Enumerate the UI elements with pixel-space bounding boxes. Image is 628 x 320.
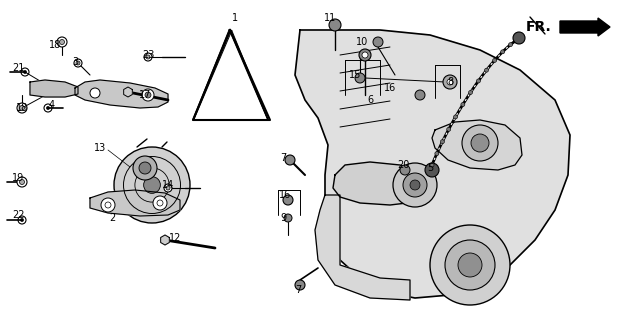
Circle shape: [425, 163, 439, 177]
Circle shape: [57, 37, 67, 47]
Polygon shape: [75, 80, 168, 108]
Circle shape: [471, 134, 489, 152]
Text: 5: 5: [427, 163, 433, 173]
Circle shape: [146, 55, 150, 59]
Circle shape: [166, 186, 170, 190]
Polygon shape: [295, 30, 570, 298]
Circle shape: [447, 127, 451, 131]
Text: FR.: FR.: [526, 20, 552, 34]
Polygon shape: [432, 120, 522, 170]
Circle shape: [492, 58, 497, 62]
Circle shape: [443, 75, 457, 89]
Text: 16: 16: [279, 190, 291, 200]
Circle shape: [23, 70, 26, 74]
Circle shape: [90, 88, 100, 98]
Circle shape: [403, 173, 427, 197]
Text: 4: 4: [49, 100, 55, 110]
Circle shape: [430, 225, 510, 305]
Polygon shape: [333, 162, 428, 205]
Text: 17: 17: [139, 90, 151, 100]
Text: 19: 19: [12, 173, 24, 183]
Circle shape: [477, 79, 480, 83]
Text: 7: 7: [280, 153, 286, 163]
Text: 6: 6: [367, 95, 373, 105]
Circle shape: [410, 180, 420, 190]
FancyArrow shape: [560, 18, 610, 36]
Circle shape: [447, 79, 453, 85]
Circle shape: [284, 214, 292, 222]
Polygon shape: [315, 195, 410, 300]
Circle shape: [133, 156, 157, 180]
Circle shape: [74, 59, 82, 67]
Text: 3: 3: [72, 57, 78, 67]
Circle shape: [164, 184, 172, 192]
Text: 18: 18: [16, 103, 28, 113]
Polygon shape: [124, 87, 133, 97]
Text: 13: 13: [94, 143, 106, 153]
Circle shape: [440, 140, 445, 144]
Text: 15: 15: [349, 70, 361, 80]
Circle shape: [435, 152, 439, 156]
Circle shape: [142, 89, 154, 101]
Circle shape: [139, 162, 151, 174]
Circle shape: [20, 180, 24, 184]
Circle shape: [468, 91, 472, 94]
Circle shape: [513, 32, 525, 44]
Circle shape: [19, 106, 24, 110]
Circle shape: [462, 125, 498, 161]
Text: 10: 10: [356, 37, 368, 47]
Text: 8: 8: [447, 77, 453, 87]
Text: 20: 20: [397, 160, 409, 170]
Polygon shape: [30, 80, 78, 97]
Circle shape: [461, 102, 465, 107]
Text: 23: 23: [142, 50, 154, 60]
Circle shape: [285, 155, 295, 165]
Circle shape: [509, 43, 512, 47]
Circle shape: [362, 52, 368, 58]
Polygon shape: [161, 235, 170, 245]
Circle shape: [101, 198, 115, 212]
Text: 9: 9: [280, 213, 286, 223]
Text: 22: 22: [12, 210, 24, 220]
Circle shape: [153, 196, 167, 210]
Circle shape: [400, 165, 410, 175]
Text: 18: 18: [49, 40, 61, 50]
Circle shape: [484, 68, 489, 72]
Circle shape: [114, 147, 190, 223]
Text: 11: 11: [324, 13, 336, 23]
Polygon shape: [90, 190, 180, 216]
Circle shape: [60, 39, 65, 44]
Circle shape: [17, 177, 27, 187]
Circle shape: [393, 163, 437, 207]
Circle shape: [20, 219, 24, 222]
Circle shape: [19, 180, 24, 185]
Circle shape: [445, 240, 495, 290]
Circle shape: [144, 177, 160, 193]
Circle shape: [145, 92, 151, 98]
Circle shape: [359, 49, 371, 61]
Text: 2: 2: [109, 213, 115, 223]
Text: 21: 21: [12, 63, 24, 73]
Text: 16: 16: [384, 83, 396, 93]
Text: 14: 14: [162, 180, 174, 190]
Text: 1: 1: [232, 13, 238, 23]
Circle shape: [46, 106, 50, 109]
Circle shape: [501, 50, 505, 54]
Text: 7: 7: [295, 285, 301, 295]
Circle shape: [458, 253, 482, 277]
Circle shape: [76, 61, 80, 65]
Circle shape: [355, 73, 365, 83]
Circle shape: [430, 163, 434, 167]
Circle shape: [373, 37, 383, 47]
Text: 12: 12: [169, 233, 181, 243]
Circle shape: [295, 280, 305, 290]
Circle shape: [453, 115, 458, 119]
Circle shape: [415, 90, 425, 100]
Circle shape: [17, 103, 27, 113]
Circle shape: [329, 19, 341, 31]
Circle shape: [283, 195, 293, 205]
Circle shape: [144, 53, 152, 61]
